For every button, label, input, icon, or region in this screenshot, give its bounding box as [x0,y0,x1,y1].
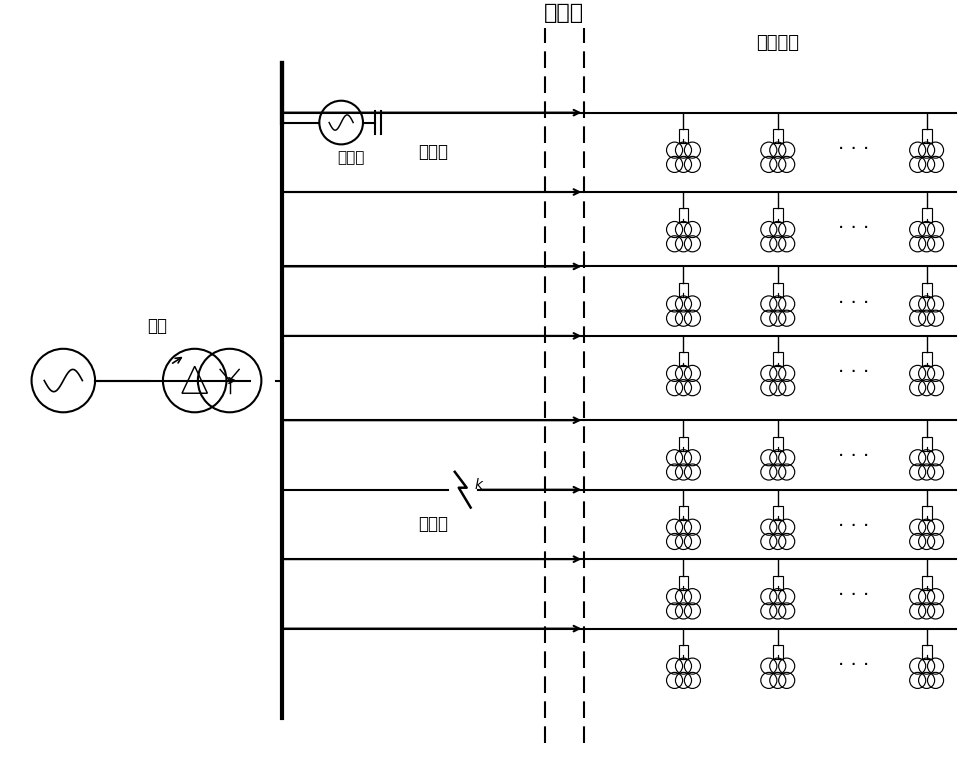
Bar [921,283,932,297]
Text: 接地变: 接地变 [337,150,365,165]
Text: 架空线: 架空线 [417,515,448,534]
Text: · · ·: · · · [838,294,869,313]
Bar [921,129,932,143]
Text: · · ·: · · · [838,219,869,238]
Text: k: k [474,477,482,492]
Bar [921,506,932,520]
Text: 汇集电缆: 汇集电缆 [757,34,800,52]
Bar [773,575,783,590]
Bar [773,129,783,143]
Bar [921,645,932,659]
Text: 汇集站: 汇集站 [544,3,584,24]
Text: · · ·: · · · [838,517,869,536]
Bar [678,436,689,451]
Text: · · ·: · · · [838,587,869,606]
Bar [678,506,689,520]
Bar [773,436,783,451]
Bar [921,436,932,451]
Bar [678,575,689,590]
Bar [678,645,689,659]
Bar [773,506,783,520]
Text: · · ·: · · · [838,363,869,382]
Bar [773,209,783,222]
Text: · · ·: · · · [838,448,869,467]
Bar [773,352,783,367]
Bar [773,283,783,297]
Text: 架空线: 架空线 [417,143,448,162]
Bar [773,645,783,659]
Bar [921,209,932,222]
Bar [921,352,932,367]
Text: · · ·: · · · [838,140,869,159]
Bar [921,575,932,590]
Bar [678,209,689,222]
Text: · · ·: · · · [838,656,869,675]
Bar [678,352,689,367]
Bar [678,283,689,297]
Bar [678,129,689,143]
Text: 主变: 主变 [148,317,168,335]
